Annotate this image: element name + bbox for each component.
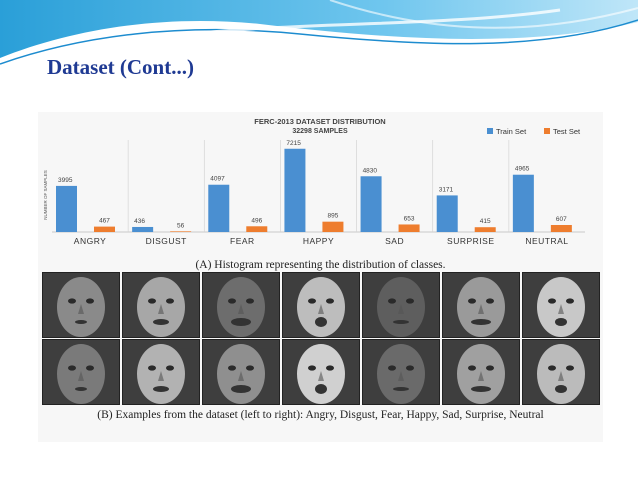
chart-title: FERC-2013 DATASET DISTRIBUTION	[254, 117, 385, 126]
data-label-test-surprise: 415	[480, 218, 491, 225]
data-label-train-surprise: 3171	[439, 186, 454, 193]
face-examples-grid	[38, 272, 603, 406]
face-thumbnail-disgust	[122, 339, 200, 405]
face-thumbnail-angry	[42, 339, 120, 405]
dataset-figure: 3995 467 ANGRY 436 56 DISGUST 4097 496 FEAR 7215 8…	[38, 112, 603, 442]
bar-train-sad	[360, 176, 382, 232]
distribution-chart: 3995 467 ANGRY 436 56 DISGUST 4097 496 FEAR 7215 8…	[43, 117, 585, 246]
face-thumbnail-neutral	[522, 272, 600, 338]
legend-swatch-train	[487, 128, 493, 134]
bar-test-fear	[246, 226, 268, 232]
face-thumbnail-surprise	[442, 272, 520, 338]
data-label-train-sad: 4830	[363, 167, 378, 174]
tick-label-fear: FEAR	[230, 236, 255, 246]
face-thumbnail-sad	[362, 272, 440, 338]
bar-train-disgust	[132, 226, 154, 232]
bar-test-disgust	[170, 231, 192, 232]
y-axis-label: NUMBER OF SAMPLES	[43, 170, 48, 220]
data-label-train-neutral: 4965	[515, 166, 530, 173]
slide-title: Dataset (Cont...)	[47, 55, 194, 79]
face-thumbnail-happy	[282, 272, 360, 338]
face-thumbnail-fear	[202, 272, 280, 338]
legend-label-test: Test Set	[553, 127, 581, 136]
chart-subtitle: 32298 SAMPLES	[292, 128, 348, 135]
header-banner	[0, 0, 638, 65]
bar-test-happy	[322, 221, 344, 232]
tick-label-surprise: SURPRISE	[447, 236, 494, 246]
data-label-test-fear: 496	[251, 217, 262, 224]
data-label-test-sad: 653	[404, 215, 415, 222]
data-label-train-fear: 4097	[210, 176, 225, 183]
data-label-train-angry: 3995	[58, 177, 73, 184]
tick-label-sad: SAD	[385, 236, 404, 246]
bar-train-happy	[284, 148, 306, 232]
bar-train-surprise	[436, 195, 458, 232]
face-thumbnail-disgust	[122, 272, 200, 338]
bar-train-angry	[56, 185, 77, 232]
bar-test-sad	[398, 224, 420, 232]
legend-label-train: Train Set	[496, 127, 527, 136]
face-thumbnail-fear	[202, 339, 280, 405]
caption-histogram: (A) Histogram representing the distribut…	[195, 259, 446, 271]
face-thumbnail-sad	[362, 339, 440, 405]
legend-swatch-test	[544, 128, 550, 134]
face-thumbnail-happy	[282, 339, 360, 405]
bar-train-fear	[208, 184, 230, 232]
data-label-train-disgust: 436	[134, 218, 145, 225]
tick-label-angry: ANGRY	[74, 236, 107, 246]
data-label-train-happy: 7215	[286, 140, 301, 147]
data-label-test-neutral: 607	[556, 216, 567, 223]
data-label-test-disgust: 56	[177, 222, 185, 229]
data-label-test-angry: 467	[99, 218, 110, 225]
face-thumbnail-surprise	[442, 339, 520, 405]
bar-train-neutral	[512, 174, 534, 232]
tick-label-neutral: NEUTRAL	[525, 236, 568, 246]
bar-test-angry	[94, 226, 115, 232]
face-thumbnail-angry	[42, 272, 120, 338]
tick-label-happy: HAPPY	[303, 236, 334, 246]
bar-test-surprise	[474, 227, 496, 232]
tick-label-disgust: DISGUST	[146, 236, 187, 246]
data-label-test-happy: 895	[327, 213, 338, 220]
bar-test-neutral	[550, 224, 572, 232]
face-thumbnail-neutral	[522, 339, 600, 405]
caption-examples: (B) Examples from the dataset (left to r…	[97, 409, 544, 421]
